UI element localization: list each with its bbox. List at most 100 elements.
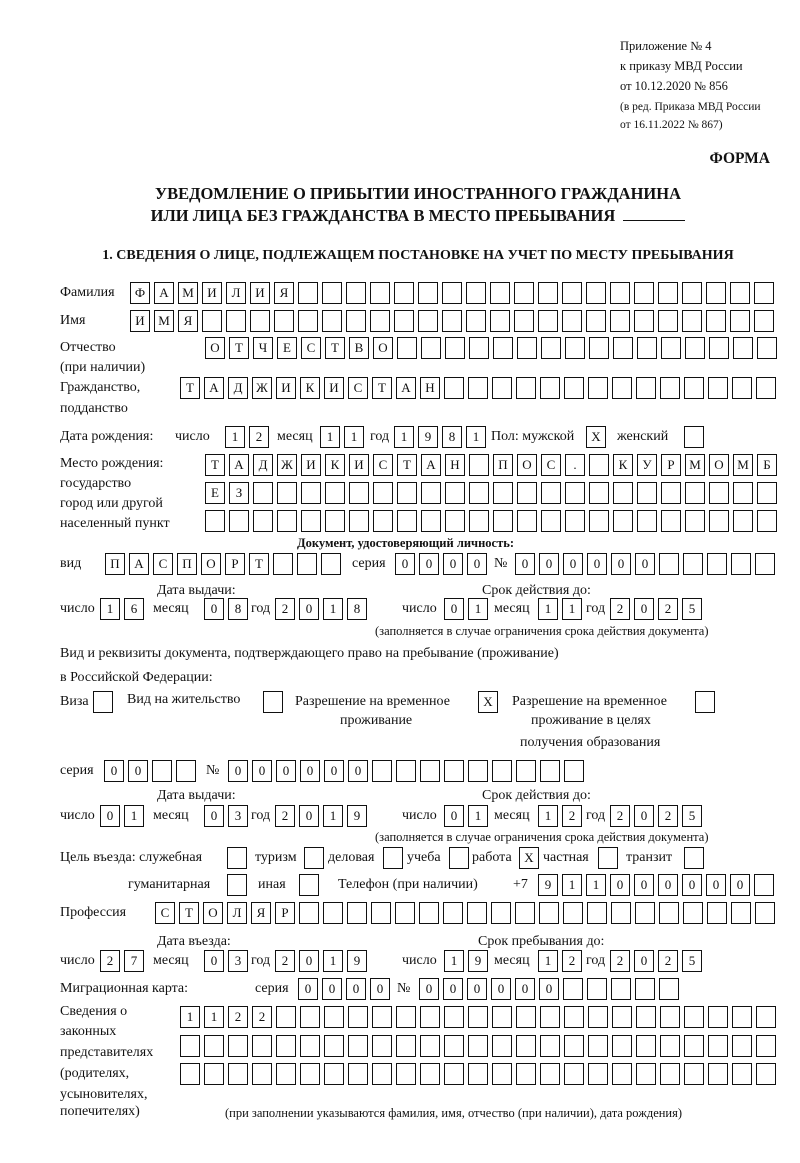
char-cell[interactable]: [731, 553, 751, 575]
char-cell[interactable]: [228, 1063, 248, 1085]
sex-male-checkbox[interactable]: X: [586, 426, 610, 448]
char-cell[interactable]: 2: [275, 598, 295, 620]
char-cell[interactable]: 2: [658, 950, 678, 972]
char-cell[interactable]: 1: [394, 426, 414, 448]
char-cell[interactable]: Н: [445, 454, 465, 476]
char-cell[interactable]: [276, 1006, 296, 1028]
char-cell[interactable]: [443, 902, 463, 924]
char-cell[interactable]: [708, 377, 728, 399]
char-cell[interactable]: 2: [658, 598, 678, 620]
char-cell[interactable]: [709, 510, 729, 532]
char-cell[interactable]: 0: [204, 598, 224, 620]
char-cell[interactable]: [180, 1063, 200, 1085]
char-cell[interactable]: 0: [611, 553, 631, 575]
checkbox-cell[interactable]: X: [586, 426, 606, 448]
char-cell[interactable]: 0: [204, 950, 224, 972]
char-cell[interactable]: 8: [347, 598, 367, 620]
char-cell[interactable]: [420, 1006, 440, 1028]
purpose-other-checkbox[interactable]: [299, 874, 323, 896]
char-cell[interactable]: 1: [466, 426, 486, 448]
char-cell[interactable]: [349, 482, 369, 504]
char-cell[interactable]: [418, 310, 438, 332]
char-cell[interactable]: [298, 310, 318, 332]
char-cell[interactable]: [682, 282, 702, 304]
char-cell[interactable]: 1: [323, 805, 343, 827]
char-cell[interactable]: [636, 1006, 656, 1028]
char-cell[interactable]: [444, 1063, 464, 1085]
char-cell[interactable]: [226, 310, 246, 332]
char-cell[interactable]: [516, 377, 536, 399]
char-cell[interactable]: 2: [562, 805, 582, 827]
char-cell[interactable]: [469, 454, 489, 476]
char-cell[interactable]: 0: [491, 978, 511, 1000]
char-cell[interactable]: Я: [251, 902, 271, 924]
char-cell[interactable]: [588, 1006, 608, 1028]
char-cell[interactable]: [756, 1035, 776, 1057]
char-cell[interactable]: [612, 1063, 632, 1085]
char-cell[interactable]: [397, 482, 417, 504]
char-cell[interactable]: [273, 553, 293, 575]
char-cell[interactable]: [661, 510, 681, 532]
char-cell[interactable]: [684, 377, 704, 399]
char-cell[interactable]: [397, 510, 417, 532]
char-cell[interactable]: 0: [322, 978, 342, 1000]
char-cell[interactable]: 0: [634, 598, 654, 620]
char-cell[interactable]: [636, 377, 656, 399]
char-cell[interactable]: 0: [443, 978, 463, 1000]
char-cell[interactable]: [276, 1063, 296, 1085]
char-cell[interactable]: Т: [179, 902, 199, 924]
char-cell[interactable]: 0: [299, 805, 319, 827]
char-cell[interactable]: 1: [344, 426, 364, 448]
char-cell[interactable]: [418, 282, 438, 304]
char-cell[interactable]: А: [129, 553, 149, 575]
char-cell[interactable]: [444, 1035, 464, 1057]
char-cell[interactable]: 0: [204, 805, 224, 827]
char-cell[interactable]: С: [155, 902, 175, 924]
char-cell[interactable]: [325, 482, 345, 504]
char-cell[interactable]: Ч: [253, 337, 273, 359]
char-cell[interactable]: Т: [325, 337, 345, 359]
char-cell[interactable]: [348, 1035, 368, 1057]
char-cell[interactable]: [515, 902, 535, 924]
char-cell[interactable]: [324, 1063, 344, 1085]
checkbox-cell[interactable]: [93, 691, 113, 713]
char-cell[interactable]: [610, 310, 630, 332]
char-cell[interactable]: 9: [468, 950, 488, 972]
char-cell[interactable]: [540, 1063, 560, 1085]
char-cell[interactable]: [637, 482, 657, 504]
char-cell[interactable]: [180, 1035, 200, 1057]
checkbox-cell[interactable]: [598, 847, 618, 869]
char-cell[interactable]: 0: [706, 874, 726, 896]
char-cell[interactable]: 0: [515, 978, 535, 1000]
char-cell[interactable]: [324, 1035, 344, 1057]
char-cell[interactable]: 0: [370, 978, 390, 1000]
char-cell[interactable]: [589, 454, 609, 476]
char-cell[interactable]: 1: [538, 805, 558, 827]
char-cell[interactable]: [322, 282, 342, 304]
char-cell[interactable]: [274, 310, 294, 332]
char-cell[interactable]: [322, 310, 342, 332]
char-cell[interactable]: 0: [587, 553, 607, 575]
char-cell[interactable]: [468, 1063, 488, 1085]
char-cell[interactable]: 0: [228, 760, 248, 782]
char-cell[interactable]: 2: [562, 950, 582, 972]
char-cell[interactable]: 0: [299, 950, 319, 972]
char-cell[interactable]: [706, 310, 726, 332]
char-cell[interactable]: [276, 1035, 296, 1057]
char-cell[interactable]: [660, 1035, 680, 1057]
